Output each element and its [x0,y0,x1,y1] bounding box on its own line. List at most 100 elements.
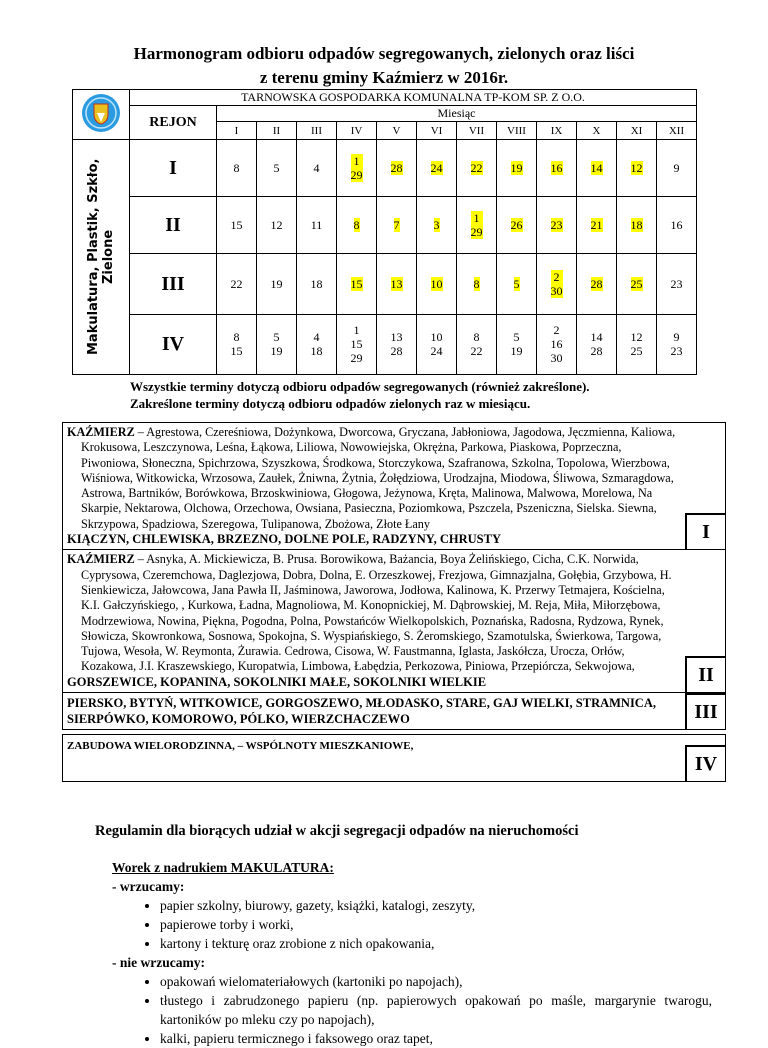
schedule-table: TARNOWSKA GOSPODARKA KOMUNALNA TP-KOM SP… [72,89,697,375]
collection-day: 23 [670,276,683,291]
month-col-header: VII [456,121,497,140]
collection-day: 10 [430,330,443,344]
note-2: Zakreślone terminy dotyczą odbioru odpad… [130,396,531,411]
collection-day: 9 [673,330,680,344]
collection-day: 16 [550,337,563,351]
collection-day: 15 [230,344,243,358]
date-cell: 1 15 29 [336,314,377,375]
collection-day: 22 [470,160,483,175]
date-cell: 8 [216,139,257,197]
date-cell: 5 [256,139,297,197]
rules-section: Worek z nadrukiem MAKULATURA: - wrzucamy… [112,858,712,1048]
date-cell: 15 [216,196,257,254]
collection-day: 9 [673,160,680,175]
collection-day: 13 [390,276,403,291]
collection-day: 24 [430,160,443,175]
table-row: IV 8 15 5 19 4 18 1 15 29 13 28 10 24 8 22 5 19 2 16 30 14 28 1… [73,314,697,375]
list-item: kalki, papieru termicznego i faksowego o… [160,1029,712,1048]
collection-day: 18 [630,217,643,232]
collection-day: 5 [513,330,520,344]
waste-type-cell: Makulatura, Plastik, Szkło, Zielone [72,139,130,375]
date-cell: 1 29 [456,196,497,254]
date-cell: 13 [376,253,417,315]
month-col-header: XI [616,121,657,140]
date-cell: 9 [656,139,697,197]
collection-day: 25 [630,276,643,291]
date-cell: 2 30 [536,253,577,315]
list-item: papierowe torby i worki, [160,915,712,934]
collection-day: 23 [550,217,563,232]
date-cell: 10 [416,253,457,315]
date-cell: 25 [616,253,657,315]
collection-day: 22 [230,276,243,291]
collection-day: 28 [590,344,603,358]
month-col-header: X [576,121,617,140]
collection-day: 8 [233,160,240,175]
company-name: TARNOWSKA GOSPODARKA KOMUNALNA TP-KOM SP… [129,89,697,106]
collection-day: 19 [510,344,523,358]
date-cell: 9 23 [656,314,697,375]
date-cell: 2 16 30 [536,314,577,375]
month-col-header: XII [656,121,697,140]
table-row: III 22 19 18 15 13 10 8 5 2 30 28 25 23 [73,253,697,315]
rejon-header: REJON [129,105,217,140]
waste-type-label: Makulatura, Plastik, Szkło, Zielone [86,158,116,356]
collection-day: 15 [350,276,363,291]
date-cell: 23 [656,253,697,315]
collection-day: 5 [273,330,280,344]
collection-day: 16 [670,217,683,232]
collection-day: 14 [590,330,603,344]
in-list: papier szkolny, biurowy, gazety, książki… [112,896,712,953]
date-cell: 13 28 [376,314,417,375]
region-cell: II [129,196,217,254]
collection-day: 12 [630,160,643,175]
collection-day: 10 [430,276,443,291]
title-line-1: Harmonogram odbioru odpadów segregowanyc… [133,44,635,63]
date-cell: 16 [536,139,577,197]
collection-day: 8 [473,330,480,344]
date-cell: 23 [536,196,577,254]
date-cell: 8 15 [216,314,257,375]
collection-day: 7 [393,217,400,232]
region-box-III: PIERSKO, BYTYŃ, WITKOWICE, GORGOSZEWO, M… [62,693,726,731]
region-box-I: KAŹMIERZ – Agrestowa, Czereśniowa, Dożyn… [62,422,726,551]
collection-day: 14 [590,160,603,175]
collection-day: 3 [433,217,440,232]
collection-day: 19 [270,276,283,291]
document-body: TARNOWSKA GOSPODARKA KOMUNALNA TP-KOM SP… [0,89,768,1048]
collection-day: 13 [390,330,403,344]
list-item: opakowań wielomateriałowych (kartoniki p… [160,972,712,991]
collection-day: 30 [550,351,563,365]
notes: Wszystkie terminy dotyczą odbioru odpadó… [0,378,768,412]
document-page: Harmonogram odbioru odpadów segregowanyc… [0,0,768,994]
region-cell: IV [129,314,217,375]
collection-day: 22 [470,344,483,358]
collection-day: 29 [350,351,363,365]
date-cell: 21 [576,196,617,254]
collection-day: 15 [350,337,363,351]
list-item: papier szkolny, biurowy, gazety, książki… [160,896,712,915]
in-label: - wrzucamy: [112,879,185,895]
region-label: IV [685,745,725,782]
date-cell: 4 18 [296,314,337,375]
date-cell: 19 [256,253,297,315]
date-cell: 12 [616,139,657,197]
date-cell: 18 [296,253,337,315]
logo-cell [72,89,130,140]
month-col-header: VI [416,121,457,140]
region-label: II [685,656,725,693]
collection-day: 21 [590,217,603,232]
out-label: - nie wrzucamy: [112,955,205,971]
out-list: opakowań wielomateriałowych (kartoniki p… [112,972,712,1048]
collection-day: 30 [550,283,563,298]
date-cell: 7 [376,196,417,254]
collection-day: 2 [553,323,560,337]
month-col-header: II [256,121,297,140]
collection-day: 28 [390,160,403,175]
rules-heading: Regulamin dla biorących udział w akcji s… [95,823,579,840]
date-cell: 12 [256,196,297,254]
collection-day: 4 [313,160,320,175]
date-cell: 14 [576,139,617,197]
region-cell: III [129,253,217,315]
date-cell: 8 [456,253,497,315]
